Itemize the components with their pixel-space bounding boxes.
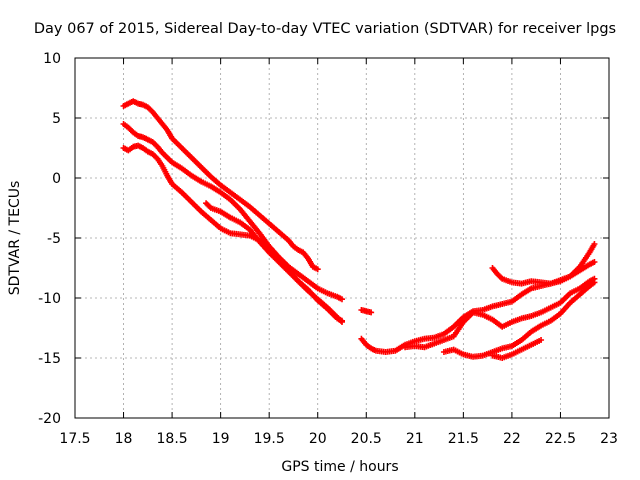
x-tick-label: 22.5 [545, 431, 576, 447]
series-track-1 [120, 98, 321, 273]
x-tick-label: 20 [309, 431, 327, 447]
x-tick-label: 23 [600, 431, 618, 447]
series-track-3 [120, 142, 345, 325]
x-tick-label: 21 [406, 431, 424, 447]
chart-title: Day 067 of 2015, Sidereal Day-to-day VTE… [34, 21, 616, 37]
y-tick-label: -20 [38, 411, 61, 427]
x-tick-label: 19.5 [254, 431, 285, 447]
series-track-5 [358, 307, 375, 316]
series-track-7 [402, 275, 598, 351]
data-points [120, 98, 598, 361]
series-track-10 [489, 241, 598, 287]
data-point [538, 337, 545, 343]
y-tick-label: -10 [38, 291, 61, 307]
y-tick-label: -5 [47, 231, 61, 247]
y-tick-label: -15 [38, 351, 61, 367]
series-track-9 [489, 337, 545, 361]
data-point [314, 266, 321, 273]
tick-labels: 17.5 18 18.5 19 19.5 20 20.5 21 21.5 22 22.5 23 -20 -… [38, 51, 618, 447]
x-tick-label: 17.5 [59, 431, 90, 447]
x-tick-label: 19 [212, 431, 230, 447]
x-tick-label: 18 [115, 431, 133, 447]
data-point [591, 259, 598, 265]
series-track-4 [203, 200, 345, 324]
x-axis-label: GPS time / hours [281, 459, 398, 475]
x-tick-label: 21.5 [448, 431, 479, 447]
x-tick-label: 18.5 [157, 431, 188, 447]
y-tick-label: 10 [43, 51, 61, 67]
y-tick-label: 5 [52, 111, 61, 127]
data-point [339, 296, 345, 303]
series-track-8 [440, 279, 598, 360]
y-tick-label: 0 [52, 171, 61, 187]
x-tick-label: 22 [503, 431, 521, 447]
data-point [339, 317, 345, 324]
y-axis-label: SDTVAR / TECUs [7, 181, 23, 296]
x-tick-label: 20.5 [351, 431, 382, 447]
data-point [591, 241, 598, 247]
data-point [591, 279, 598, 286]
axis-ticks [74, 57, 610, 419]
data-point [368, 309, 375, 316]
